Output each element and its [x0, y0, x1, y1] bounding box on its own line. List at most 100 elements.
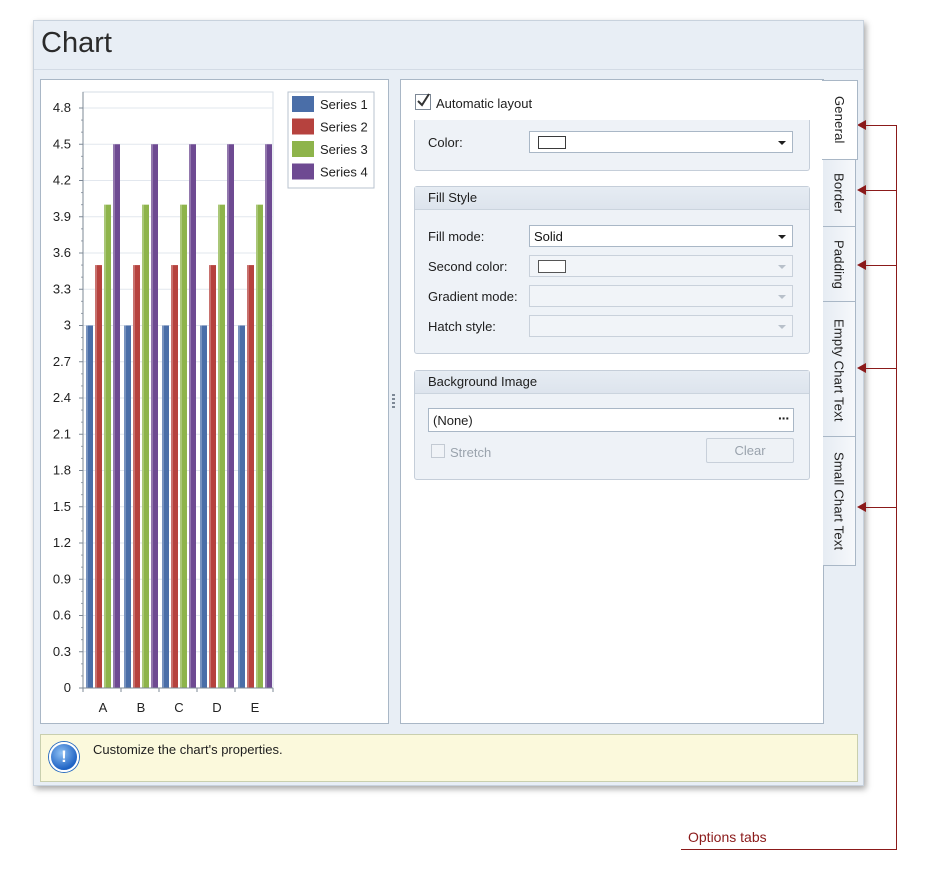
bar-A-s1	[86, 325, 93, 688]
bar-B-s1	[124, 325, 131, 688]
legend-label: Series 3	[320, 142, 368, 157]
checkmark-icon	[417, 93, 430, 107]
arrow-head-border	[857, 185, 866, 195]
bar-highlight	[86, 325, 88, 688]
tab-border-label: Border	[831, 172, 847, 214]
arrow-head-empty-chart-text	[857, 363, 866, 373]
second-color-combo[interactable]	[529, 255, 793, 277]
background-image-header: Background Image	[415, 371, 809, 394]
arrow-head-padding	[857, 260, 866, 270]
tab-empty-chart-text-label: Empty Chart Text	[831, 318, 847, 422]
chevron-down-icon[interactable]	[778, 265, 786, 269]
color-swatch	[538, 136, 566, 149]
fill-style-header: Fill Style	[415, 187, 809, 210]
tab-general[interactable]: General	[822, 80, 858, 160]
bar-highlight	[209, 265, 211, 688]
bar-B-s3	[142, 204, 149, 688]
y-tick-label: 3.3	[53, 281, 71, 296]
bar-C-s4	[189, 144, 196, 688]
x-tick-label: E	[251, 700, 260, 715]
bar-highlight	[124, 325, 126, 688]
legend-swatch	[292, 96, 314, 112]
legend-label: Series 4	[320, 165, 368, 180]
fill-mode-combo[interactable]: Solid	[529, 225, 793, 247]
chevron-down-icon[interactable]	[778, 141, 786, 145]
y-tick-label: 1.8	[53, 463, 71, 478]
tab-padding[interactable]: Padding	[823, 226, 856, 304]
color-combo[interactable]	[529, 131, 793, 153]
y-tick-label: 0.3	[53, 644, 71, 659]
gradient-mode-combo[interactable]	[529, 285, 793, 307]
hatch-style-combo[interactable]	[529, 315, 793, 337]
bar-highlight	[95, 265, 97, 688]
y-tick-label: 4.8	[53, 100, 71, 115]
bar-A-s3	[104, 204, 111, 688]
bar-highlight	[200, 325, 202, 688]
bar-B-s4	[151, 144, 158, 688]
tab-padding-label: Padding	[831, 240, 847, 290]
tab-empty-chart-text[interactable]: Empty Chart Text	[823, 301, 856, 439]
options-tabs-callout: Options tabs	[688, 829, 767, 845]
tab-small-chart-text-label: Small Chart Text	[831, 451, 847, 551]
automatic-layout-label: Automatic layout	[436, 96, 533, 111]
bar-highlight	[180, 204, 182, 688]
y-tick-label: 2.7	[53, 354, 71, 369]
callout-line-horizontal	[681, 849, 897, 850]
splitter-handle[interactable]	[392, 394, 395, 408]
bar-highlight	[151, 144, 153, 688]
bar-C-s1	[162, 325, 169, 688]
y-tick-label: 4.5	[53, 136, 71, 151]
gradient-mode-label: Gradient mode:	[428, 289, 518, 304]
bar-A-s2	[95, 265, 102, 688]
info-icon: !	[49, 742, 79, 772]
bar-D-s4	[227, 144, 234, 688]
bar-E-s3	[256, 204, 263, 688]
clear-button[interactable]: Clear	[706, 438, 794, 463]
y-tick-label: 2.1	[53, 426, 71, 441]
bar-D-s2	[209, 265, 216, 688]
y-tick-label: 0.6	[53, 608, 71, 623]
chevron-down-icon[interactable]	[778, 295, 786, 299]
bar-C-s3	[180, 204, 187, 688]
arrow-line-small-chart-text	[864, 507, 896, 508]
bar-C-s2	[171, 265, 178, 688]
legend-label: Series 1	[320, 97, 368, 112]
browse-ellipsis-button[interactable]: ···	[778, 410, 790, 426]
y-tick-label: 3.6	[53, 245, 71, 260]
bar-E-s1	[238, 325, 245, 688]
fill-mode-label: Fill mode:	[428, 229, 485, 244]
bar-highlight	[113, 144, 115, 688]
bar-E-s2	[247, 265, 254, 688]
bar-highlight	[256, 204, 258, 688]
y-tick-label: 0	[64, 680, 71, 695]
bar-B-s2	[133, 265, 140, 688]
automatic-layout-checkbox[interactable]	[415, 93, 431, 110]
chart-preview-panel: 0 0.3 0.6 0.9 1.2 1.5 1.8 2.1 2.4 2.7 3 3.3 3.6 3.9 4.…	[40, 79, 389, 724]
bar-highlight	[247, 265, 249, 688]
chevron-down-icon[interactable]	[778, 235, 786, 239]
legend-label: Series 2	[320, 120, 368, 135]
tab-general-label: General	[832, 96, 847, 144]
bar-E-s4	[265, 144, 272, 688]
x-tick-label: B	[137, 700, 146, 715]
bar-highlight	[171, 265, 173, 688]
y-tick-label: 1.2	[53, 535, 71, 550]
dialog-title: Chart	[41, 27, 112, 59]
stretch-checkbox[interactable]	[431, 444, 445, 458]
callout-line-vertical	[896, 125, 897, 850]
second-color-swatch	[538, 260, 566, 273]
stretch-label: Stretch	[450, 445, 492, 460]
tab-border[interactable]: Border	[823, 157, 856, 229]
legend-swatch	[292, 118, 314, 135]
y-tick-label: 2.4	[53, 390, 71, 405]
fill-mode-value: Solid	[534, 229, 563, 244]
arrow-line-general	[864, 125, 896, 126]
chevron-down-icon[interactable]	[778, 325, 786, 329]
arrow-head-general	[857, 120, 866, 130]
bar-A-s4	[113, 144, 120, 688]
bar-highlight	[218, 204, 220, 688]
y-tick-label: 3.9	[53, 209, 71, 224]
background-image-field[interactable]: (None) ···	[428, 408, 794, 432]
bar-highlight	[189, 144, 191, 688]
tab-small-chart-text[interactable]: Small Chart Text	[823, 436, 856, 566]
